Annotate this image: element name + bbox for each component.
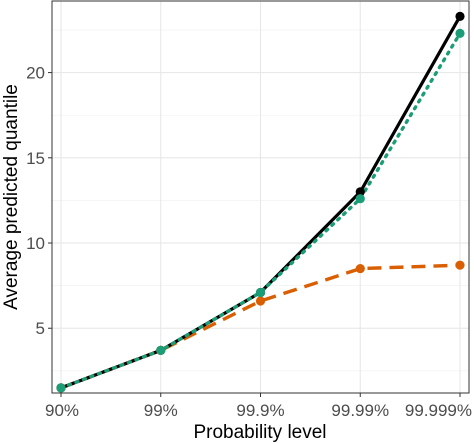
x-tick-label: 99% (144, 401, 178, 420)
grid (52, 1, 469, 393)
data-point (255, 296, 266, 306)
data-point (355, 187, 365, 197)
data-point (56, 383, 66, 393)
x-axis: 90% 99% 99.9% 99.99% 99.999% (45, 393, 472, 420)
data-point (255, 287, 266, 298)
x-tick-label: 99.9% (236, 401, 284, 420)
data-point (355, 194, 365, 204)
y-tick-label: 20 (26, 64, 45, 83)
y-tick-label: 5 (36, 319, 45, 338)
y-tick-label: 10 (26, 234, 45, 253)
x-tick-label: 90% (45, 401, 79, 420)
x-axis-title: Probability level (193, 422, 326, 443)
data-point (455, 28, 465, 38)
data-point (156, 345, 166, 355)
series-line (59, 31, 462, 390)
series-layer (56, 11, 465, 393)
x-tick-label: 99.99% (331, 401, 389, 420)
y-axis-title: Average predicted quantile (1, 84, 22, 310)
data-point (455, 11, 465, 21)
data-point (355, 263, 365, 274)
x-tick-label: 99.999% (405, 401, 472, 420)
y-axis: 5 10 15 20 (26, 64, 52, 338)
data-point (455, 260, 465, 270)
y-tick-label: 15 (26, 149, 45, 168)
